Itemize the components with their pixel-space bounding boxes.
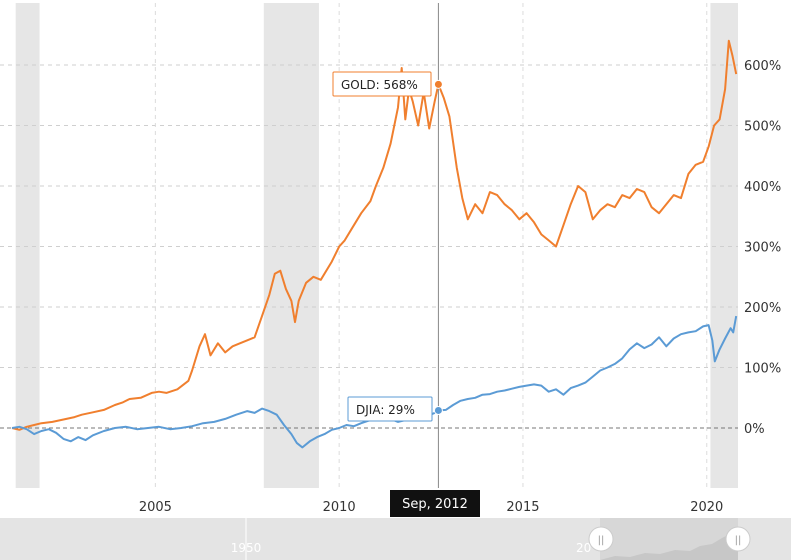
navigator-left-handle[interactable]: || [588, 526, 614, 552]
gold-tooltip-label: GOLD: 568% [341, 78, 418, 92]
crosshair-date-label: Sep, 2012 [390, 490, 480, 517]
gold-tooltip: GOLD: 568% [332, 71, 432, 97]
djia-tooltip: DJIA: 29% [347, 396, 433, 422]
crosshair [433, 3, 443, 488]
recession-band [263, 3, 319, 488]
y-tick-label: 0% [744, 422, 765, 437]
x-tick-label: 2005 [139, 500, 172, 515]
y-tick-label: 600% [744, 59, 781, 74]
djia-crosshair-marker [433, 405, 443, 415]
y-tick-label: 500% [744, 120, 781, 135]
recession-band [710, 3, 738, 488]
x-axis: 2005 2010 2015 2020 [139, 500, 723, 515]
y-tick-label: 300% [744, 241, 781, 256]
series-layer [11, 39, 738, 449]
left-handle-grip-icon: || [598, 535, 605, 546]
x-tick-label: 2010 [323, 500, 356, 515]
gold-crosshair-marker [433, 79, 443, 89]
crosshair-date-text: Sep, 2012 [402, 497, 468, 512]
right-handle-grip-icon: || [735, 535, 742, 546]
djia-tooltip-label: DJIA: 29% [356, 403, 415, 417]
navigator-partial-label: 20 [576, 541, 591, 555]
x-tick-label: 2020 [690, 500, 723, 515]
recession-band [15, 3, 40, 488]
y-axis: 0% 100% 200% 300% 400% 500% 600% [744, 59, 781, 437]
navigator-year-label: 1950 [231, 541, 262, 555]
y-tick-label: 200% [744, 301, 781, 316]
navigator-mini-series [600, 530, 738, 560]
gold-series-line [11, 39, 738, 431]
x-tick-label: 2015 [506, 500, 539, 515]
navigator[interactable]: 1950 20 || || [0, 518, 791, 560]
navigator-right-handle[interactable]: || [725, 526, 751, 552]
y-tick-label: 400% [744, 180, 781, 195]
y-tick-label: 100% [744, 362, 781, 377]
recession-bands [15, 3, 738, 488]
